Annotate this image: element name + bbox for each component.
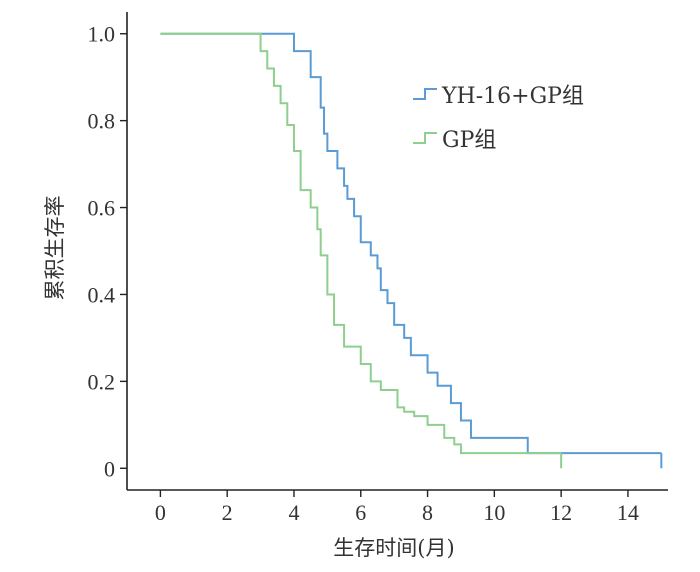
x-tick-label: 6 (355, 500, 366, 525)
x-tick-label: 8 (422, 500, 433, 525)
x-tick-label: 10 (483, 500, 505, 525)
legend-label: YH-16+GP组 (441, 84, 584, 109)
legend-swatch (413, 88, 437, 100)
y-tick-label: 1.0 (88, 22, 116, 47)
y-tick-label: 0.4 (88, 282, 116, 307)
survival-curve-yh16-gp (160, 32, 662, 455)
x-tick-label: 4 (288, 500, 299, 525)
survival-curve-gp (160, 32, 562, 455)
x-tick-label: 0 (155, 500, 166, 525)
y-tick-label: 0.6 (88, 196, 116, 221)
legend-label: GP组 (442, 128, 496, 153)
y-tick-label: 0.8 (88, 109, 116, 134)
legend: YH-16+GP组 GP组 (413, 84, 584, 153)
y-tick-label: 0 (104, 456, 115, 481)
series-layer (160, 32, 663, 469)
x-axis-title: 生存时间(月) (333, 536, 454, 560)
legend-swatch (413, 132, 437, 144)
axes: 0 2 4 6 8 10 12 14 0 0.2 0.4 0.6 0.8 1.0 (88, 12, 668, 525)
y-axis-title: 累积生存率 (43, 196, 67, 301)
x-tick-label: 2 (222, 500, 233, 525)
y-tick-label: 0.2 (88, 369, 116, 394)
x-tick-label: 14 (617, 500, 639, 525)
x-tick-label: 12 (550, 500, 572, 525)
